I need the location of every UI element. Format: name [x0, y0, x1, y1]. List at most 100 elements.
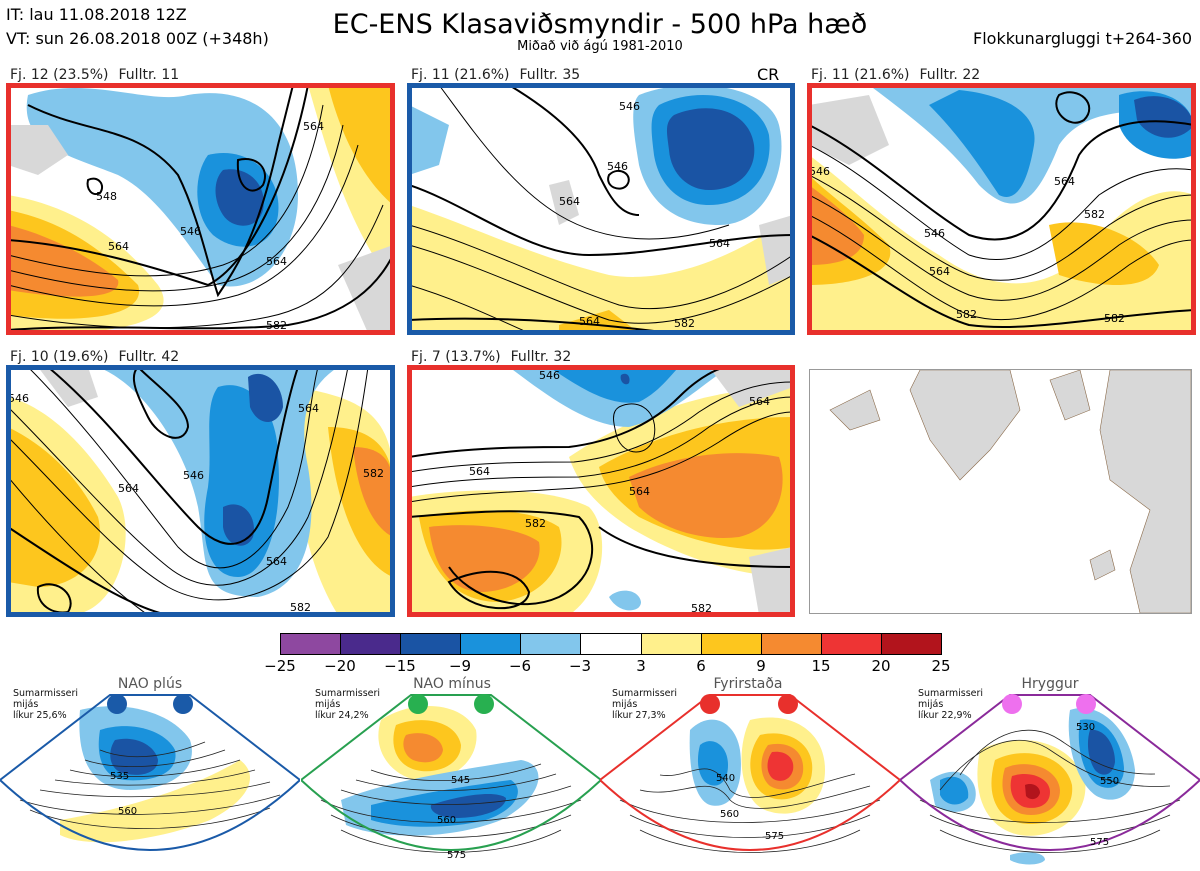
- colorbar-swatch: [821, 634, 882, 654]
- contour-label: 582: [1084, 208, 1105, 221]
- colorbar-tick: −9: [448, 657, 472, 675]
- colorbar-tick: −6: [508, 657, 532, 675]
- cluster-map-1: 548 546 564 564 564 582: [8, 85, 393, 333]
- page-subtitle: Miðað við ágú 1981-2010: [517, 39, 683, 54]
- contour-label: 564: [266, 255, 287, 268]
- colorbar-tick: −25: [264, 657, 296, 675]
- regime-map-ridge: 530 550 575: [900, 694, 1200, 865]
- regime-dot: [700, 694, 720, 714]
- colorbar-tick: −3: [568, 657, 592, 675]
- cluster-2-name: Fj. 11 (21.6%): [411, 67, 510, 83]
- cluster-map-3: 546 546 564 564 582 582 582: [809, 85, 1194, 333]
- colorbar-swatch: [641, 634, 702, 654]
- cluster-map-2: 546 546 564 564 564 582: [409, 85, 793, 333]
- regime-note-nao-minus: Sumarmisseri mijás líkur 24,2%: [315, 688, 381, 721]
- colorbar-tick: −20: [324, 657, 356, 675]
- contour-label: 582: [691, 602, 712, 615]
- colorbar-swatch: [281, 634, 342, 654]
- cluster-1-fulltr: Fulltr. 11: [118, 67, 180, 83]
- contour-label: 582: [956, 308, 977, 321]
- contour-label: 564: [469, 465, 490, 478]
- regime-dot: [1076, 694, 1096, 714]
- colorbar-swatch: [581, 634, 642, 654]
- contour-label: 582: [363, 467, 384, 480]
- colorbar: [280, 633, 942, 655]
- cluster-3-fulltr: Fulltr. 22: [919, 67, 981, 83]
- regime-outline: [0, 694, 300, 851]
- contour-label: 582: [266, 319, 287, 332]
- colorbar-tick: 15: [811, 657, 831, 675]
- cluster-4-label: Fj. 10 (19.6%) Fulltr. 42: [10, 349, 189, 365]
- contour-label: 575: [447, 850, 466, 861]
- classification-window: Flokkunargluggi t+264-360: [973, 29, 1192, 48]
- colorbar-swatch: [881, 634, 942, 654]
- contour-label: 564: [1054, 175, 1075, 188]
- contour-label: 564: [929, 265, 950, 278]
- colorbar-swatch: [521, 634, 582, 654]
- contour-label: 546: [8, 392, 29, 405]
- contour-label: 582: [290, 601, 311, 614]
- cluster-3-label: Fj. 11 (21.6%) Fulltr. 22: [811, 67, 990, 83]
- colorbar-tick: 9: [756, 657, 766, 675]
- cluster-5-name: Fj. 7 (13.7%): [411, 349, 501, 365]
- regime-dot: [474, 694, 494, 714]
- regime-outline: [600, 694, 900, 851]
- contour-label: 546: [180, 225, 201, 238]
- contour-label: 546: [809, 165, 830, 178]
- contour-label: 560: [437, 815, 456, 826]
- contour-label: 564: [629, 485, 650, 498]
- cluster-4-name: Fj. 10 (19.6%): [10, 349, 109, 365]
- regime-dot: [107, 694, 127, 714]
- contour-label: 546: [619, 100, 640, 113]
- regime-title-ridge: Hryggur: [1021, 676, 1079, 692]
- colorbar-tick: 3: [636, 657, 646, 675]
- contour-label: 582: [1104, 312, 1125, 325]
- contour-label: 560: [720, 809, 739, 820]
- contour-label: 546: [183, 469, 204, 482]
- contour-label: 564: [559, 195, 580, 208]
- contour-label: 564: [108, 240, 129, 253]
- cluster-map-5: 546 564 564 564 582 582: [409, 367, 793, 615]
- regime-outline: [301, 694, 601, 851]
- cluster-3-name: Fj. 11 (21.6%): [811, 67, 910, 83]
- cluster-4-fulltr: Fulltr. 42: [118, 349, 180, 365]
- regime-note-ridge: Sumarmisseri mijás líkur 22,9%: [918, 688, 984, 721]
- cluster-5-label: Fj. 7 (13.7%) Fulltr. 32: [411, 349, 581, 365]
- colorbar-swatch: [401, 634, 462, 654]
- cluster-5-fulltr: Fulltr. 32: [510, 349, 572, 365]
- regime-title-nao-plus: NAO plús: [117, 676, 183, 692]
- contour-label: 548: [96, 190, 117, 203]
- contour-label: 564: [298, 402, 319, 415]
- contour-label: 535: [110, 771, 129, 782]
- cluster-1-name: Fj. 12 (23.5%): [10, 67, 109, 83]
- regime-note-blocking: Sumarmisseri mijás líkur 27,3%: [612, 688, 678, 721]
- contour-label: 540: [716, 773, 735, 784]
- colorbar-swatch: [701, 634, 762, 654]
- contour-label: 575: [1090, 837, 1109, 848]
- contour-label: 564: [266, 555, 287, 568]
- regime-dot: [778, 694, 798, 714]
- contour-label: 545: [451, 775, 470, 786]
- page-title: EC-ENS Klasaviðsmyndir - 500 hPa hæð: [332, 9, 868, 40]
- cluster-2-fulltr: Fulltr. 35: [519, 67, 581, 83]
- colorbar-swatch: [761, 634, 822, 654]
- contour-label: 582: [674, 317, 695, 330]
- colorbar-swatch: [461, 634, 522, 654]
- contour-label: 530: [1076, 722, 1095, 733]
- contour-label: 560: [118, 806, 137, 817]
- colorbar-tick: 25: [931, 657, 951, 675]
- regime-dot: [173, 694, 193, 714]
- colorbar-swatch: [341, 634, 402, 654]
- contour-label: 564: [579, 315, 600, 328]
- regime-map-nao-minus: 545 560 575: [301, 694, 601, 861]
- contour-label: 564: [118, 482, 139, 495]
- regime-dot: [408, 694, 428, 714]
- contour-label: 550: [1100, 776, 1119, 787]
- contour-label: 564: [749, 395, 770, 408]
- contour-label: 546: [607, 160, 628, 173]
- cluster-1-label: Fj. 12 (23.5%) Fulltr. 11: [10, 67, 189, 83]
- cr-tag: CR: [757, 65, 780, 84]
- empty-basemap: [809, 369, 1192, 614]
- cluster-2-label: Fj. 11 (21.6%) Fulltr. 35: [411, 67, 590, 83]
- contour-label: 564: [709, 237, 730, 250]
